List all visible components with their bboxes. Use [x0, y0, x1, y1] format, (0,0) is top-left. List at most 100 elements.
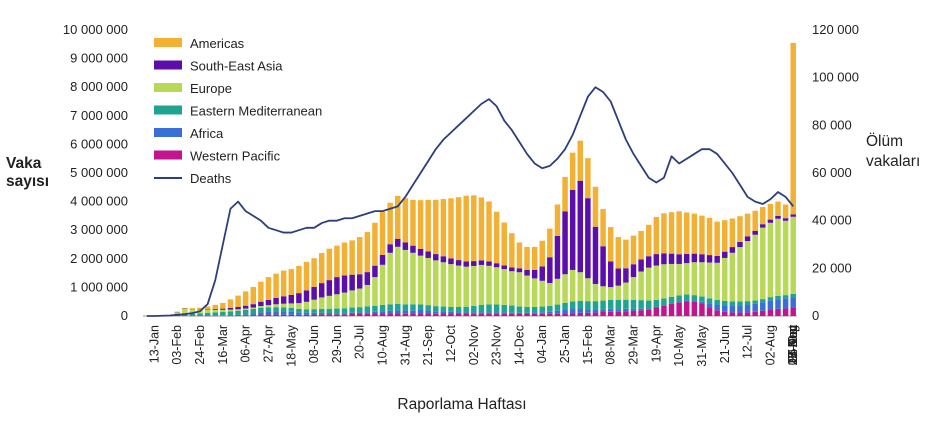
x-tick-label: 12-Jul	[741, 325, 755, 359]
legend-swatch	[154, 61, 182, 70]
bar-segment	[471, 261, 476, 266]
bar-segment	[296, 315, 301, 316]
bar-segment	[304, 313, 309, 315]
bar-segment	[479, 312, 484, 313]
y-tick-label: 2 000 000	[70, 251, 128, 266]
bar-segment	[540, 307, 545, 313]
bar-segment	[699, 254, 704, 262]
bar-segment	[661, 213, 666, 253]
x-tick-label: 10-May	[672, 324, 686, 366]
bar-segment	[722, 301, 727, 305]
bar-segment	[768, 204, 773, 220]
bar-segment	[372, 312, 377, 314]
x-tick-label: 02-Aug	[763, 325, 777, 365]
bar-segment	[365, 312, 370, 314]
x-tick-label: 27-Apr	[261, 325, 275, 363]
bar-segment	[654, 217, 659, 254]
bar-segment	[661, 305, 666, 306]
y2-axis-title-line: Ölüm	[866, 132, 903, 150]
bar-segment	[745, 312, 750, 316]
x-axis-title: Raporlama Haftası	[397, 396, 526, 413]
bar-segment	[182, 308, 187, 309]
bar-segment	[349, 290, 354, 307]
bar-segment	[692, 214, 697, 254]
bar-segment	[418, 200, 423, 249]
y-tick-label: 6 000 000	[70, 136, 128, 151]
bar-segment	[372, 313, 377, 316]
bar-segment	[334, 314, 339, 316]
bar-segment	[494, 314, 499, 316]
bar-segment	[585, 158, 590, 198]
bar-segment	[585, 278, 590, 301]
bar-segment	[251, 314, 256, 316]
bar-segment	[273, 315, 278, 316]
bar-segment	[235, 296, 240, 307]
bar-segment	[403, 250, 408, 304]
bar-segment	[357, 289, 362, 308]
bar-segment	[281, 307, 286, 311]
x-tick-label: 14-Dec	[512, 325, 526, 365]
bar-segment	[251, 315, 256, 316]
bar-segment	[646, 225, 651, 256]
bar-segment	[578, 181, 583, 273]
bar-segment	[501, 265, 506, 269]
bar-segment	[692, 295, 697, 300]
bar-segment	[327, 313, 332, 314]
bar-segment	[441, 256, 446, 262]
bar-segment	[509, 313, 514, 314]
bar-segment	[517, 314, 522, 316]
bar-segment	[646, 256, 651, 267]
y-tick-label: 8 000 000	[70, 79, 128, 94]
bar-segment	[494, 263, 499, 267]
bar-segment	[258, 308, 263, 313]
bar-segment	[578, 141, 583, 181]
bar-segment	[334, 294, 339, 308]
bar-segment	[304, 262, 309, 291]
bar-segment	[654, 300, 659, 307]
bar-segment	[684, 301, 689, 316]
bar-segment	[638, 231, 643, 260]
bar-segment	[380, 305, 385, 311]
y-tick-label: 3 000 000	[70, 222, 128, 237]
bar-segment	[448, 312, 453, 314]
bar-segment	[448, 264, 453, 307]
y2-tick-label: 0	[812, 308, 819, 323]
bar-segment	[448, 198, 453, 258]
y-tick-label: 9 000 000	[70, 51, 128, 66]
bar-segment	[380, 313, 385, 316]
bar-segment	[273, 274, 278, 298]
bar-segment	[790, 308, 795, 316]
bar-segment	[403, 198, 408, 242]
bar-segment	[243, 309, 248, 310]
bar-segment	[494, 267, 499, 304]
bar-segment	[372, 223, 377, 266]
x-tick-label: 08-Mar	[604, 325, 618, 365]
bar-segment	[311, 313, 316, 315]
y-tick-label: 0	[121, 308, 128, 323]
bar-segment	[547, 312, 552, 314]
x-tick-label: 20-Jul	[353, 325, 367, 359]
y-tick-label: 1 000 000	[70, 279, 128, 294]
bar-segment	[433, 306, 438, 311]
x-tick-label: 08-Jun	[307, 325, 321, 363]
bar-segment	[631, 300, 636, 309]
bar-segment	[509, 233, 514, 267]
x-tick-label: 18-May	[284, 324, 298, 366]
bar-segment	[562, 274, 567, 303]
bar-segment	[524, 307, 529, 313]
bar-segment	[623, 283, 628, 300]
bar-segment	[752, 231, 757, 235]
bar-segment	[471, 313, 476, 314]
bar-segment	[623, 309, 628, 311]
bar-segment	[669, 304, 674, 316]
bar-segment	[631, 264, 636, 277]
bar-segment	[387, 313, 392, 316]
bar-segment	[319, 297, 324, 308]
bar-segment	[190, 308, 195, 309]
bar-segment	[540, 267, 545, 281]
bar-segment	[486, 201, 491, 261]
bar-segment	[266, 315, 271, 316]
bar-segment	[692, 302, 697, 316]
y-tick-label: 10 000 000	[63, 22, 128, 37]
bar-segment	[289, 269, 294, 295]
